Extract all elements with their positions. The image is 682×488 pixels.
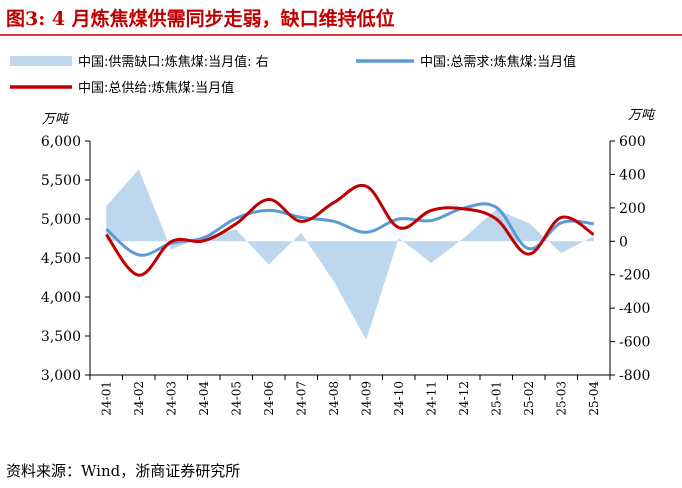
right-tick-label: -600 <box>619 335 650 351</box>
x-tick-label: 25-02 <box>522 381 536 416</box>
left-tick-label: 4,500 <box>41 251 81 267</box>
right-tick-label: 400 <box>619 167 646 183</box>
chart-title: 图3: 4 月炼焦煤供需同步走弱，缺口维持低位 <box>6 7 395 30</box>
x-tick-label: 24-06 <box>262 381 276 416</box>
gap-area <box>106 169 594 340</box>
right-tick-label: -200 <box>619 268 650 284</box>
x-tick-label: 24-10 <box>392 381 406 416</box>
axes-layer <box>85 140 615 380</box>
legend-swatch-gap <box>10 56 72 66</box>
x-tick-label: 25-01 <box>489 381 503 416</box>
left-tick-label: 5,500 <box>41 173 81 189</box>
legend-label-gap: 中国:供需缺口:炼焦煤:当月值: 右 <box>78 54 269 70</box>
x-tick-label: 25-03 <box>554 381 568 416</box>
x-tick-label: 24-12 <box>457 381 471 416</box>
left-tick-label: 6,000 <box>41 134 81 150</box>
x-tick-label: 24-08 <box>327 381 341 416</box>
left-tick-label: 4,000 <box>41 290 81 306</box>
x-tick-label: 24-07 <box>294 381 308 416</box>
x-tick-label: 24-02 <box>132 381 146 416</box>
legend: 中国:供需缺口:炼焦煤:当月值: 右 中国:总需求:炼焦煤:当月值 中国:总供给… <box>10 54 576 96</box>
x-tick-label: 24-01 <box>99 381 113 416</box>
source-note: 资料来源：Wind，浙商证券研究所 <box>6 462 240 480</box>
right-tick-label: -400 <box>619 301 650 317</box>
right-tick-label: -800 <box>619 368 650 384</box>
tick-labels-layer: 3,000 3,500 4,000 4,500 5,000 5,500 6,000 -800 -… <box>41 134 651 416</box>
x-tick-label: 24-09 <box>359 381 373 416</box>
left-tick-label: 3,500 <box>41 329 81 345</box>
supply-line <box>105 183 595 277</box>
gap-area-layer <box>106 169 594 340</box>
right-tick-label: 0 <box>619 234 628 250</box>
right-tick-label: 600 <box>619 134 646 150</box>
x-tick-label: 24-04 <box>197 381 211 416</box>
left-axis-unit: 万吨 <box>42 112 70 127</box>
right-tick-label: 200 <box>619 201 646 217</box>
x-tick-label: 25-04 <box>587 381 601 416</box>
left-tick-label: 5,000 <box>41 212 81 228</box>
left-tick-label: 3,000 <box>41 368 81 384</box>
legend-label-demand: 中国:总需求:炼焦煤:当月值 <box>420 54 576 70</box>
legend-label-supply: 中国:总供给:炼焦煤:当月值 <box>78 80 234 96</box>
x-tick-label: 24-11 <box>424 381 438 416</box>
lines-layer <box>105 183 595 277</box>
x-tick-label: 24-05 <box>229 381 243 416</box>
right-axis-unit: 万吨 <box>628 108 656 123</box>
x-tick-label: 24-03 <box>164 381 178 416</box>
